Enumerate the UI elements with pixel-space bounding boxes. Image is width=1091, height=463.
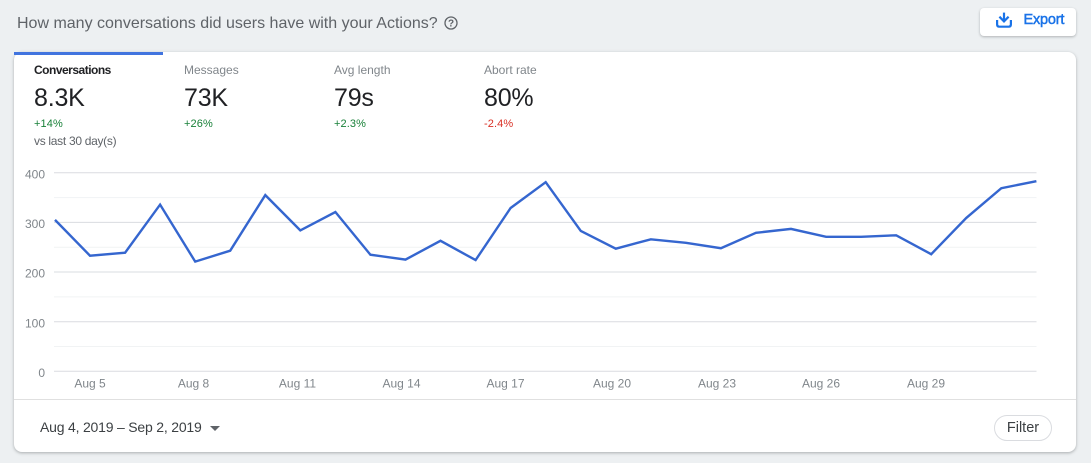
svg-text:Aug 20: Aug 20 (593, 377, 631, 391)
svg-text:Aug 23: Aug 23 (698, 377, 736, 391)
svg-text:Aug 14: Aug 14 (382, 377, 420, 391)
svg-text:300: 300 (25, 217, 45, 231)
svg-text:Aug 5: Aug 5 (74, 377, 106, 391)
svg-text:0: 0 (38, 366, 45, 380)
svg-text:100: 100 (25, 316, 45, 330)
svg-text:Aug 8: Aug 8 (178, 377, 210, 391)
svg-text:?: ? (448, 19, 454, 30)
svg-text:Aug 11: Aug 11 (279, 377, 316, 391)
svg-text:200: 200 (25, 267, 45, 281)
svg-text:400: 400 (25, 168, 45, 182)
svg-text:Aug 17: Aug 17 (486, 377, 524, 391)
svg-text:Aug 26: Aug 26 (802, 377, 840, 391)
svg-text:Aug 29: Aug 29 (907, 377, 945, 391)
